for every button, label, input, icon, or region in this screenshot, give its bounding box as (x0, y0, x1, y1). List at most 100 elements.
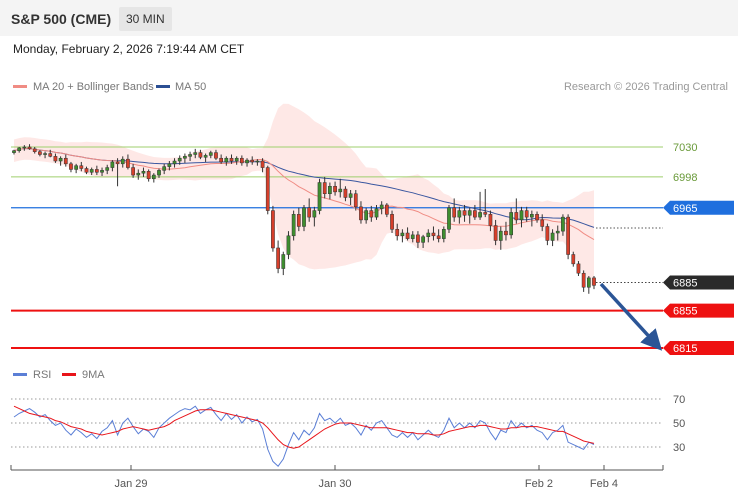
candle-body (550, 232, 555, 241)
ma20-legend-label: MA 20 + Bollinger Bands (33, 81, 154, 93)
candle-body (131, 167, 135, 176)
candle-body (302, 207, 306, 227)
candle (488, 210, 493, 232)
candle-body (255, 160, 260, 163)
candle-body (462, 210, 467, 216)
candle-body (322, 182, 327, 194)
candle (348, 190, 353, 205)
candle (431, 226, 436, 241)
candle-body (478, 212, 482, 218)
candle-body (447, 207, 451, 230)
candle (390, 210, 394, 234)
pivot-tag (663, 200, 734, 215)
candle-body (348, 193, 353, 198)
candle-body (193, 152, 198, 155)
candle-body (110, 161, 115, 168)
candle (545, 223, 550, 246)
candle (473, 204, 477, 220)
candle-body (364, 210, 368, 221)
pivot-label-6965: 6965 (673, 203, 697, 215)
candle-body (172, 160, 177, 165)
candle-body (126, 158, 130, 168)
candle (291, 210, 296, 241)
candle-body (509, 212, 513, 236)
candle-body (43, 153, 47, 155)
candle (126, 154, 130, 170)
candle-body (219, 157, 223, 163)
candle-body (400, 232, 405, 237)
candle-body (555, 230, 560, 234)
candle-body (405, 232, 410, 239)
candle (131, 163, 135, 178)
candle-body (17, 147, 22, 151)
candle-body (488, 214, 493, 226)
candle (229, 154, 234, 164)
candle (504, 221, 508, 241)
candle-body (100, 170, 104, 173)
candle-body (260, 160, 265, 168)
candle-body (592, 277, 596, 286)
candle (265, 165, 270, 215)
x-tick-label-feb-2: Feb 2 (525, 478, 553, 490)
candle (493, 219, 498, 246)
candle-body (157, 170, 161, 176)
candles (12, 144, 596, 294)
candle (203, 153, 208, 162)
resistance-label-6998: 6998 (673, 172, 697, 184)
candle-body (421, 236, 425, 243)
candle (100, 167, 104, 176)
candle (69, 161, 73, 173)
candle (296, 207, 301, 232)
timestamp: Monday, February 2, 2026 7:19:44 AM CET (13, 42, 245, 56)
candle (395, 223, 400, 241)
candle (343, 186, 348, 202)
candle (462, 204, 467, 222)
candle (63, 154, 68, 167)
candle (95, 165, 99, 176)
candle-body (69, 163, 73, 170)
candle (416, 231, 420, 248)
candle-body (245, 159, 249, 164)
ma9-legend-swatch (62, 373, 76, 376)
candle (317, 178, 322, 215)
level-labels: 7030 6998 6965 6885 6855 6815 (663, 142, 734, 355)
candle-body (203, 155, 208, 158)
candle-body (167, 163, 172, 167)
candle-body (566, 216, 570, 255)
candle-body (369, 210, 374, 218)
candle (224, 156, 229, 166)
candle-body (317, 182, 322, 211)
candle (74, 163, 78, 174)
candle-body (296, 214, 301, 227)
candle (483, 189, 488, 218)
candle (136, 169, 141, 180)
candle (379, 201, 384, 215)
candle (405, 227, 410, 241)
candle (214, 149, 218, 161)
candle (177, 155, 182, 165)
candle-body (63, 157, 68, 165)
candle-body (234, 157, 239, 162)
candle-body (183, 156, 187, 159)
candle (162, 163, 167, 175)
candle-body (457, 210, 462, 218)
candle-body (416, 234, 420, 243)
candle (105, 164, 110, 175)
rsi-tick-30: 30 (673, 442, 685, 454)
candle (359, 201, 363, 224)
timeframe-selector[interactable]: 30 MIN (119, 7, 172, 31)
candle-body (410, 234, 415, 239)
candle (250, 156, 255, 165)
candle (302, 204, 306, 232)
candle-body (379, 204, 384, 209)
bollinger-bands (14, 103, 594, 289)
candle-body (115, 161, 120, 165)
candle-body (32, 148, 37, 152)
candle (151, 173, 156, 183)
support-label-6815: 6815 (673, 343, 697, 355)
candle (240, 155, 244, 166)
ma50-legend-label: MA 50 (175, 81, 206, 93)
candle-body (136, 172, 141, 176)
candle (592, 276, 596, 290)
ma50-legend-swatch (156, 85, 170, 88)
